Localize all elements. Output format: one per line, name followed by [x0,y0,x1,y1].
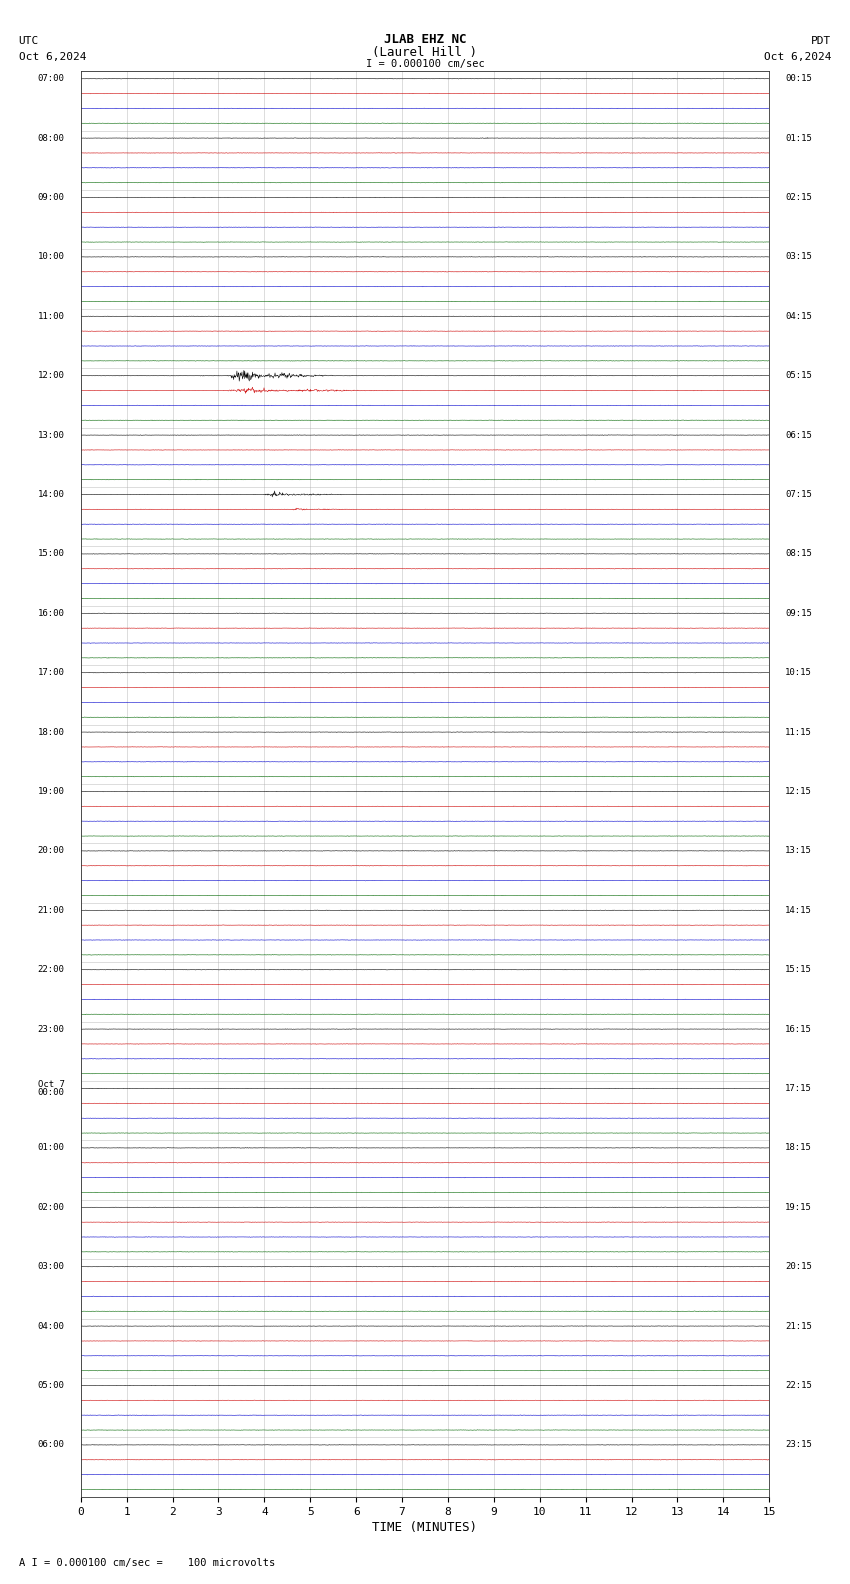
Text: 00:15: 00:15 [785,74,813,84]
Text: 18:15: 18:15 [785,1144,813,1153]
Text: 20:00: 20:00 [37,846,65,855]
Text: 01:00: 01:00 [37,1144,65,1153]
Text: 20:15: 20:15 [785,1262,813,1272]
Text: 05:15: 05:15 [785,371,813,380]
Text: (Laurel Hill ): (Laurel Hill ) [372,46,478,59]
Text: 19:15: 19:15 [785,1202,813,1212]
Text: 23:15: 23:15 [785,1440,813,1449]
Text: 21:00: 21:00 [37,906,65,916]
Text: 06:00: 06:00 [37,1440,65,1449]
Text: Oct 6,2024: Oct 6,2024 [19,52,86,62]
Text: 13:15: 13:15 [785,846,813,855]
Text: UTC: UTC [19,36,39,46]
Text: 07:00: 07:00 [37,74,65,84]
Text: 02:00: 02:00 [37,1202,65,1212]
Text: 07:15: 07:15 [785,489,813,499]
Text: 04:15: 04:15 [785,312,813,322]
Text: 10:00: 10:00 [37,252,65,261]
Text: Oct 6,2024: Oct 6,2024 [764,52,831,62]
Text: 03:15: 03:15 [785,252,813,261]
Text: 22:15: 22:15 [785,1381,813,1391]
Text: JLAB EHZ NC: JLAB EHZ NC [383,33,467,46]
Text: 00:00: 00:00 [37,1088,65,1096]
Text: A I = 0.000100 cm/sec =    100 microvolts: A I = 0.000100 cm/sec = 100 microvolts [19,1559,275,1568]
Text: 04:00: 04:00 [37,1321,65,1331]
Text: 01:15: 01:15 [785,133,813,143]
Text: 09:15: 09:15 [785,608,813,618]
X-axis label: TIME (MINUTES): TIME (MINUTES) [372,1521,478,1533]
Text: 13:00: 13:00 [37,431,65,440]
Text: 15:00: 15:00 [37,550,65,559]
Text: 17:15: 17:15 [785,1083,813,1093]
Text: 02:15: 02:15 [785,193,813,203]
Text: 14:15: 14:15 [785,906,813,916]
Text: I = 0.000100 cm/sec: I = 0.000100 cm/sec [366,59,484,68]
Text: 23:00: 23:00 [37,1025,65,1034]
Text: 22:00: 22:00 [37,965,65,974]
Text: Oct 7: Oct 7 [37,1080,65,1090]
Text: 05:00: 05:00 [37,1381,65,1391]
Text: 08:15: 08:15 [785,550,813,559]
Text: 14:00: 14:00 [37,489,65,499]
Text: 10:15: 10:15 [785,668,813,678]
Text: 11:15: 11:15 [785,727,813,737]
Text: 17:00: 17:00 [37,668,65,678]
Text: 16:00: 16:00 [37,608,65,618]
Text: 08:00: 08:00 [37,133,65,143]
Text: 11:00: 11:00 [37,312,65,322]
Text: 18:00: 18:00 [37,727,65,737]
Text: 15:15: 15:15 [785,965,813,974]
Text: 21:15: 21:15 [785,1321,813,1331]
Text: 09:00: 09:00 [37,193,65,203]
Text: 06:15: 06:15 [785,431,813,440]
Text: 12:15: 12:15 [785,787,813,797]
Text: 16:15: 16:15 [785,1025,813,1034]
Text: PDT: PDT [811,36,831,46]
Text: 19:00: 19:00 [37,787,65,797]
Text: 03:00: 03:00 [37,1262,65,1272]
Text: 12:00: 12:00 [37,371,65,380]
